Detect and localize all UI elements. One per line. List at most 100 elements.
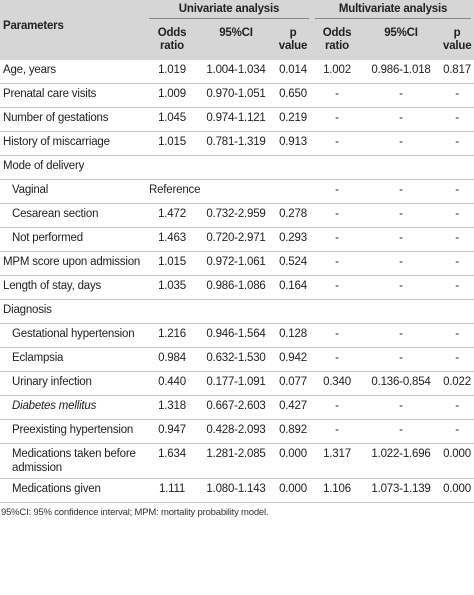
table-body: Age, years 1.019 1.004-1.034 0.014 1.002 0.98…: [0, 60, 474, 503]
cell: -: [312, 323, 362, 348]
cell: 1.004-1.034: [198, 60, 274, 84]
cell: -: [312, 179, 362, 204]
column-header: 95%CI: [362, 24, 440, 60]
cell: 0.000: [274, 443, 312, 479]
row-label: Urinary infection: [0, 371, 146, 396]
cell: -: [312, 83, 362, 108]
cell: 1.022-1.696: [362, 443, 440, 479]
cell: -: [362, 179, 440, 204]
group-label: Multivariate analysis: [315, 3, 472, 19]
row-label: Eclampsia: [0, 347, 146, 372]
table-header: Parameters Univariate analysis Multivari…: [0, 0, 474, 60]
data-row: Medications given 1.111 1.080-1.143 0.000 1.…: [0, 478, 474, 503]
cell: -: [440, 347, 474, 372]
cell: -: [440, 179, 474, 204]
column-header: p value: [274, 24, 312, 60]
cell: 1.015: [146, 251, 198, 276]
column-header-row: Odds ratio 95%CI p value Odds ratio 95%CI p v…: [0, 24, 474, 60]
cell: -: [312, 227, 362, 252]
row-label: Medications given: [0, 478, 146, 503]
cell: Reference: [146, 179, 200, 204]
footnote: 95%CI: 95% confidence interval; MPM: mor…: [1, 507, 269, 518]
data-row: Number of gestations 1.045 0.974-1.121 0.21…: [0, 107, 474, 132]
cell: -: [362, 131, 440, 156]
cell: 1.111: [146, 478, 198, 503]
cell: 0.340: [312, 371, 362, 396]
cell: 1.019: [146, 60, 198, 84]
cell: 0.524: [274, 251, 312, 276]
cell: -: [362, 251, 440, 276]
data-row: Age, years 1.019 1.004-1.034 0.014 1.002 0.98…: [0, 60, 474, 84]
data-row: Urinary infection 0.440 0.177-1.091 0.077 0.…: [0, 371, 474, 396]
cell: 0.164: [274, 275, 312, 300]
cell: -: [362, 83, 440, 108]
row-label: Preexisting hypertension: [0, 419, 146, 444]
cell: -: [362, 107, 440, 132]
cell: 0.974-1.121: [198, 107, 274, 132]
parameters-header: Parameters: [0, 0, 146, 60]
cell: 0.817: [440, 60, 474, 84]
cell: -: [312, 419, 362, 444]
cell: 0.946-1.564: [198, 323, 274, 348]
cell: 0.014: [274, 60, 312, 84]
row-label: Age, years: [0, 60, 146, 84]
column-header: 95%CI: [198, 24, 274, 60]
cell: 1.634: [146, 443, 198, 479]
cell: 0.986-1.018: [362, 60, 440, 84]
cell: 0.732-2.959: [198, 203, 274, 228]
cell: -: [312, 347, 362, 372]
group-header: Multivariate analysis: [312, 0, 474, 24]
cell: -: [440, 323, 474, 348]
cell: -: [440, 203, 474, 228]
cell: -: [362, 347, 440, 372]
cell: 0.781-1.319: [198, 131, 274, 156]
cell: 0.667-2.603: [198, 395, 274, 420]
cell: 0.128: [274, 323, 312, 348]
section-row: Mode of delivery: [0, 155, 474, 180]
cell: 0.000: [440, 478, 474, 503]
data-row: Prenatal care visits 1.009 0.970-1.051 0.65…: [0, 83, 474, 108]
cell: -: [362, 203, 440, 228]
cell: 1.281-2.085: [198, 443, 274, 479]
cell: -: [312, 395, 362, 420]
cell: 1.472: [146, 203, 198, 228]
cell: 1.216: [146, 323, 198, 348]
cell: 0.000: [440, 443, 474, 479]
cell: 0.942: [274, 347, 312, 372]
cell: 0.972-1.061: [198, 251, 274, 276]
column-header: Odds ratio: [312, 24, 362, 60]
cell: 0.913: [274, 131, 312, 156]
cell: -: [440, 107, 474, 132]
group-label: Univariate analysis: [149, 3, 309, 19]
cell: -: [312, 203, 362, 228]
empty-cell: [274, 179, 312, 204]
cell: 0.136-0.854: [362, 371, 440, 396]
data-row: Eclampsia 0.984 0.632-1.530 0.942- - -: [0, 347, 474, 372]
cell: 0.986-1.086: [198, 275, 274, 300]
cell: 0.022: [440, 371, 474, 396]
cell: 0.428-2.093: [198, 419, 274, 444]
cell: -: [440, 83, 474, 108]
data-row: Vaginal Reference - - -: [0, 179, 474, 204]
row-label: Not performed: [0, 227, 146, 252]
section-row: Diagnosis: [0, 299, 474, 324]
cell: 0.000: [274, 478, 312, 503]
cell: -: [440, 251, 474, 276]
cell: 0.632-1.530: [198, 347, 274, 372]
data-row: Cesarean section 1.472 0.732-2.959 0.278- - -: [0, 203, 474, 228]
cell: 1.318: [146, 395, 198, 420]
cell: 1.463: [146, 227, 198, 252]
row-label: Gestational hypertension: [0, 323, 146, 348]
cell: 1.002: [312, 60, 362, 84]
cell: -: [440, 131, 474, 156]
row-label: Vaginal: [0, 179, 146, 204]
cell: -: [440, 395, 474, 420]
cell: 0.947: [146, 419, 198, 444]
cell: -: [362, 419, 440, 444]
empty-cell: [146, 299, 474, 324]
row-label: Prenatal care visits: [0, 83, 146, 108]
cell: -: [440, 419, 474, 444]
cell: 0.177-1.091: [198, 371, 274, 396]
cell: 1.073-1.139: [362, 478, 440, 503]
